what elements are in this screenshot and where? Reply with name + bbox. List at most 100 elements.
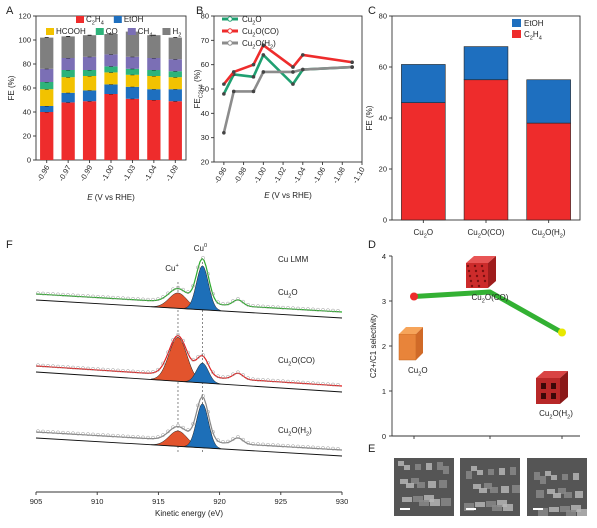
raw-data-point: [321, 446, 325, 450]
sem-texture: [553, 493, 561, 498]
raw-data-point: [321, 308, 325, 312]
bar-segment: [61, 77, 75, 93]
x-axis-label-var: E: [87, 193, 93, 202]
x-tick-label: -1.00: [252, 166, 268, 185]
point-label-cu2o-h2: Cu2O(H2): [539, 409, 573, 421]
raw-data-point: [291, 380, 295, 384]
peak-label-cu0-part: Cu: [194, 244, 204, 253]
sem-texture: [398, 461, 404, 466]
raw-data-point: [221, 375, 225, 380]
raw-data-point: [41, 291, 45, 296]
bar-segment: [147, 58, 161, 70]
sem-texture: [424, 495, 434, 502]
raw-data-point: [336, 447, 340, 451]
y-tick-label: 20: [201, 158, 209, 167]
y-tick-label: 60: [201, 60, 209, 69]
raw-data-point: [206, 409, 210, 414]
pore-dot: [477, 284, 481, 288]
legend-label-part: 2: [252, 21, 255, 27]
selectivity-line: [413, 289, 564, 335]
data-point: [291, 70, 295, 74]
legend-swatch: [127, 28, 136, 35]
raw-data-point: [216, 374, 220, 379]
cu2o-cube-top-icon: [399, 327, 423, 334]
plot-frame: [213, 15, 363, 163]
bar-segment: [61, 102, 75, 160]
raw-data-point: [96, 294, 100, 299]
raw-data-point: [231, 437, 235, 441]
sem-texture: [471, 466, 477, 471]
legend-swatch: [512, 30, 521, 38]
raw-data-point: [36, 363, 40, 368]
data-point: [301, 53, 305, 57]
raw-data-point: [251, 441, 255, 446]
sem-texture: [558, 488, 566, 494]
pore-dot: [470, 284, 474, 288]
raw-data-point: [221, 440, 225, 444]
raw-data-point: [126, 296, 130, 301]
sem-texture: [549, 507, 559, 512]
sem-texture: [473, 484, 481, 489]
y-axis-label: FEC2H4 (%): [193, 69, 205, 108]
raw-data-point: [261, 378, 265, 382]
hole-square: [551, 393, 556, 399]
raw-data-point: [226, 439, 230, 444]
legend-label: H2: [172, 27, 181, 39]
raw-data-point: [311, 381, 315, 386]
raw-data-point: [251, 303, 255, 308]
x-axis-label-unit: (V vs RHE): [93, 193, 136, 202]
raw-data-point: [201, 394, 205, 398]
point-label-cu2o-part: Cu: [408, 366, 418, 375]
point-label-cu2o-co-part: Cu: [472, 293, 482, 302]
raw-data-point: [136, 297, 140, 301]
y-tick-label: 20: [23, 132, 31, 141]
panel-f-spectra: 905 910 915 920 925 930 Kinetic energy (eV) Cu …: [30, 243, 349, 518]
point-label-cu2o: Cu2O: [408, 366, 428, 378]
sem-texture: [486, 501, 496, 507]
x-tick-label-part: ): [563, 228, 566, 237]
legend-label-part: H: [172, 27, 178, 36]
bar-segment: [168, 101, 182, 160]
raw-data-point: [86, 366, 90, 371]
sem-texture: [536, 490, 544, 498]
peak-label-cu0: Cu0: [194, 243, 207, 253]
sem-texture: [510, 467, 516, 475]
spectrum-label-part: 2: [288, 362, 291, 368]
raw-data-point: [116, 296, 120, 300]
sem-texture: [560, 506, 570, 512]
spectrum-envelope: [35, 257, 343, 313]
raw-data-point: [316, 381, 320, 386]
raw-data-point: [76, 293, 80, 298]
raw-data-point: [266, 378, 270, 383]
legend-label-part: CO: [106, 27, 118, 36]
raw-data-point: [186, 350, 190, 355]
x-tick-label: -1.09: [164, 164, 180, 183]
data-point: [251, 89, 256, 94]
sem-texture: [573, 473, 579, 480]
data-point: [350, 60, 354, 65]
legend-label-part: Cu: [242, 15, 252, 24]
sem-texture: [464, 503, 474, 511]
raw-data-point: [151, 435, 155, 440]
raw-data-point: [81, 294, 85, 298]
raw-data-point: [101, 367, 105, 372]
y-tick-label: 3: [382, 297, 386, 306]
raw-data-point: [331, 308, 335, 313]
raw-data-point: [206, 271, 210, 276]
peak-label-cu-plus-part: +: [175, 263, 178, 269]
spectrum-label-part: O(CO): [291, 356, 315, 365]
data-point: [222, 92, 226, 96]
cu2o-co-cube-top-icon: [466, 256, 496, 263]
sem-texture: [571, 505, 581, 512]
raw-data-point: [181, 287, 185, 292]
raw-data-point: [111, 295, 115, 300]
raw-data-point: [186, 290, 190, 294]
raw-data-point: [276, 305, 280, 310]
raw-data-point: [161, 361, 165, 366]
bar-segment: [125, 98, 140, 160]
data-point: [261, 43, 266, 47]
raw-data-point: [191, 357, 195, 362]
panel-label-d: D: [368, 239, 376, 251]
hole-square: [541, 383, 546, 389]
